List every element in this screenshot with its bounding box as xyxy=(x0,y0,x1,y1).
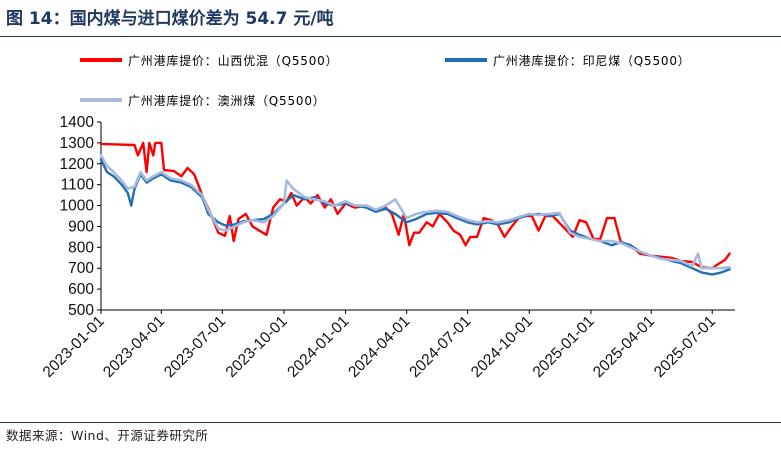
x-tick-label: 2023-04-01 xyxy=(100,313,168,381)
x-tick-label: 2023-07-01 xyxy=(161,313,229,381)
y-tick-label: 700 xyxy=(68,260,94,277)
legend-label-australia: 广州港库提价：澳洲煤（Q5500） xyxy=(128,93,326,108)
y-tick-label: 1000 xyxy=(60,198,95,215)
series-line-australia xyxy=(99,154,731,270)
legend-swatch-australia xyxy=(80,98,122,102)
title-divider xyxy=(0,36,781,37)
y-tick-label: 500 xyxy=(68,302,94,319)
x-tick-label: 2025-07-01 xyxy=(651,313,719,381)
x-tick-label: 2024-10-01 xyxy=(468,313,536,381)
legend-item-indonesia: 广州港库提价：印尼煤（Q5500） xyxy=(445,51,691,69)
y-tick-label: 1200 xyxy=(60,156,95,173)
x-tick-label: 2025-01-01 xyxy=(530,313,598,381)
legend-item-shanxi: 广州港库提价：山西优混（Q5500） xyxy=(80,51,338,69)
x-tick-label: 2024-01-01 xyxy=(284,313,352,381)
x-tick-label: 2024-04-01 xyxy=(345,313,413,381)
y-tick-label: 1100 xyxy=(61,177,95,194)
legend-swatch-shanxi xyxy=(80,58,122,62)
legend-swatch-indonesia xyxy=(445,58,487,62)
source-divider xyxy=(0,422,781,423)
x-tick-label: 2024-07-01 xyxy=(406,313,474,381)
y-tick-label: 1400 xyxy=(60,114,95,131)
legend-item-australia: 广州港库提价：澳洲煤（Q5500） xyxy=(80,91,326,109)
x-tick-label: 2023-10-01 xyxy=(223,313,291,381)
y-tick-label: 600 xyxy=(68,281,94,298)
x-tick-label: 2023-01-01 xyxy=(40,313,108,381)
x-tick-label: 2025-04-01 xyxy=(590,313,658,381)
legend-label-indonesia: 广州港库提价：印尼煤（Q5500） xyxy=(493,53,691,68)
y-tick-label: 800 xyxy=(68,239,94,256)
figure-title: 图 14：国内煤与进口煤价差为 54.7 元/吨 xyxy=(6,9,334,29)
y-tick-label: 1300 xyxy=(60,135,95,152)
source-note: 数据来源：Wind、开源证券研究所 xyxy=(6,428,209,443)
legend-label-shanxi: 广州港库提价：山西优混（Q5500） xyxy=(128,53,339,68)
y-tick-label: 900 xyxy=(68,218,94,235)
